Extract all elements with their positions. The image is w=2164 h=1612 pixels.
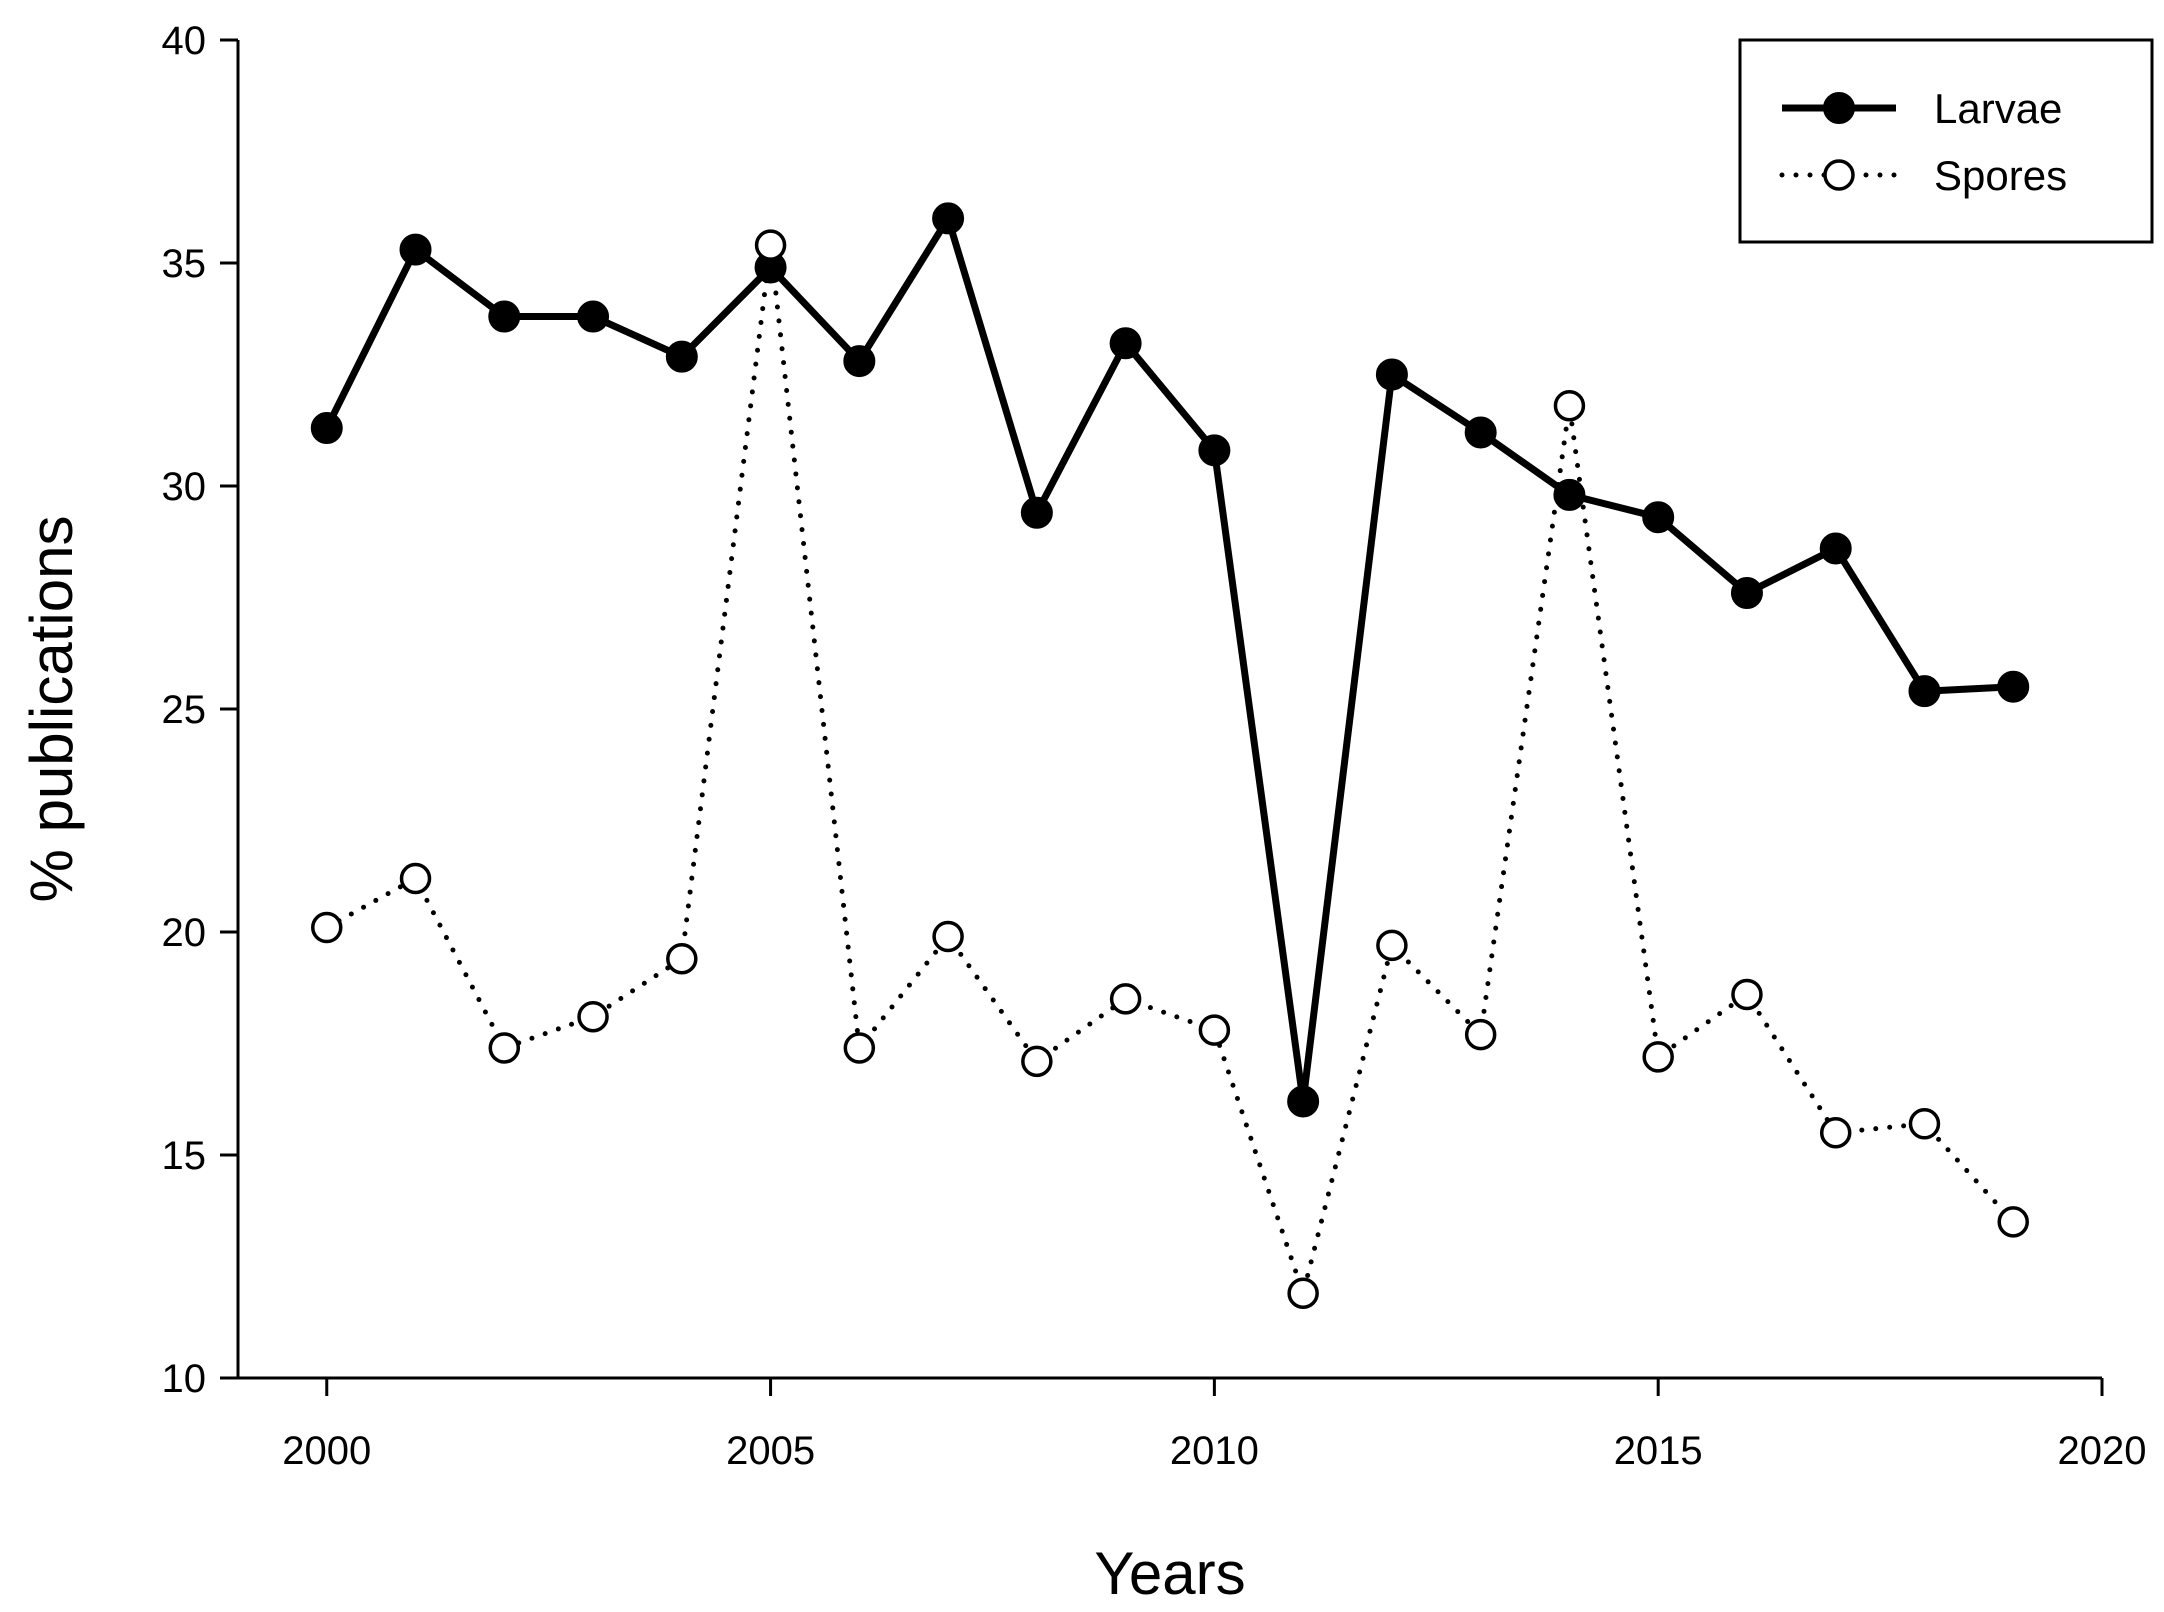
data-point-larvae-2016: [1730, 577, 1763, 610]
data-point-spores-2007: [932, 920, 964, 953]
data-point-spores-2014: [1553, 389, 1586, 422]
data-point-spores-2019: [1997, 1206, 2029, 1238]
data-point-larvae-2018: [1908, 675, 1941, 708]
x-tick-label: 2000: [282, 1429, 371, 1473]
data-point-larvae-2008: [1020, 496, 1053, 529]
y-axis-title: % publications: [18, 516, 85, 903]
data-point-spores-2009: [1109, 983, 1142, 1015]
y-tick-label: 25: [162, 688, 207, 732]
x-axis-title: Years: [1094, 1540, 1245, 1607]
data-point-spores-2000: [311, 911, 343, 944]
data-point-spores-2006: [843, 1032, 876, 1064]
data-point-spores-2008: [1021, 1045, 1053, 1078]
y-tick-label: 15: [162, 1134, 207, 1178]
data-point-larvae-2014: [1553, 478, 1586, 511]
series-line-larvae: [323, 214, 2014, 1105]
series-line-spores: [324, 242, 2016, 1296]
data-point-spores-2018: [1908, 1108, 1941, 1140]
data-point-spores-2004: [666, 943, 698, 975]
data-point-spores-2017: [1819, 1116, 1852, 1149]
data-point-larvae-2019: [1997, 670, 2030, 703]
data-point-spores-2011: [1287, 1277, 1319, 1310]
data-point-larvae-2003: [577, 300, 610, 333]
data-point-larvae-2001: [399, 233, 432, 266]
data-point-larvae-2002: [488, 300, 521, 333]
data-point-larvae-2012: [1375, 358, 1408, 391]
data-point-larvae-2010: [1198, 434, 1231, 467]
data-point-spores-2005: [754, 229, 787, 261]
data-point-larvae-2013: [1464, 416, 1497, 449]
data-point-larvae-2011: [1287, 1085, 1320, 1118]
data-point-spores-2015: [1642, 1041, 1674, 1073]
data-point-spores-2003: [577, 1000, 609, 1033]
x-tick-label: 2020: [2058, 1429, 2147, 1473]
x-tick-label: 2015: [1614, 1429, 1703, 1473]
series-layer: [310, 202, 2030, 1310]
legend-box: [1738, 38, 2154, 244]
legend: Larvae Spores: [1738, 38, 2154, 244]
data-point-spores-2001: [399, 862, 432, 895]
y-tick-label: 10: [162, 1357, 207, 1401]
legend-marker-larvae: [1823, 92, 1855, 124]
data-point-spores-2012: [1376, 929, 1408, 962]
y-tick-label: 30: [162, 465, 207, 509]
legend-marker-spores: [1823, 159, 1855, 191]
axes: 10 15 20 25 30 35 40 2000 2005 2010 2015 2020: [162, 19, 2147, 1473]
y-tick-label: 20: [162, 911, 207, 955]
data-point-spores-2010: [1198, 1014, 1231, 1046]
series-spores: [311, 229, 2029, 1310]
legend-label-spores: Spores: [1934, 152, 2067, 199]
data-point-larvae-2004: [665, 340, 698, 373]
y-tick-label: 35: [162, 242, 207, 286]
data-point-spores-2016: [1731, 978, 1763, 1011]
data-point-larvae-2000: [310, 412, 343, 445]
data-point-larvae-2015: [1642, 501, 1675, 534]
legend-label-larvae: Larvae: [1934, 85, 2062, 132]
y-tick-label: 40: [162, 19, 207, 63]
data-point-larvae-2006: [843, 345, 876, 378]
x-tick-label: 2010: [1170, 1429, 1259, 1473]
data-point-larvae-2017: [1819, 532, 1852, 565]
data-point-spores-2002: [488, 1032, 521, 1064]
data-point-larvae-2009: [1109, 327, 1142, 360]
series-larvae: [310, 202, 2030, 1118]
data-point-spores-2013: [1464, 1018, 1497, 1051]
x-tick-label: 2005: [726, 1429, 815, 1473]
data-point-larvae-2007: [932, 202, 965, 235]
